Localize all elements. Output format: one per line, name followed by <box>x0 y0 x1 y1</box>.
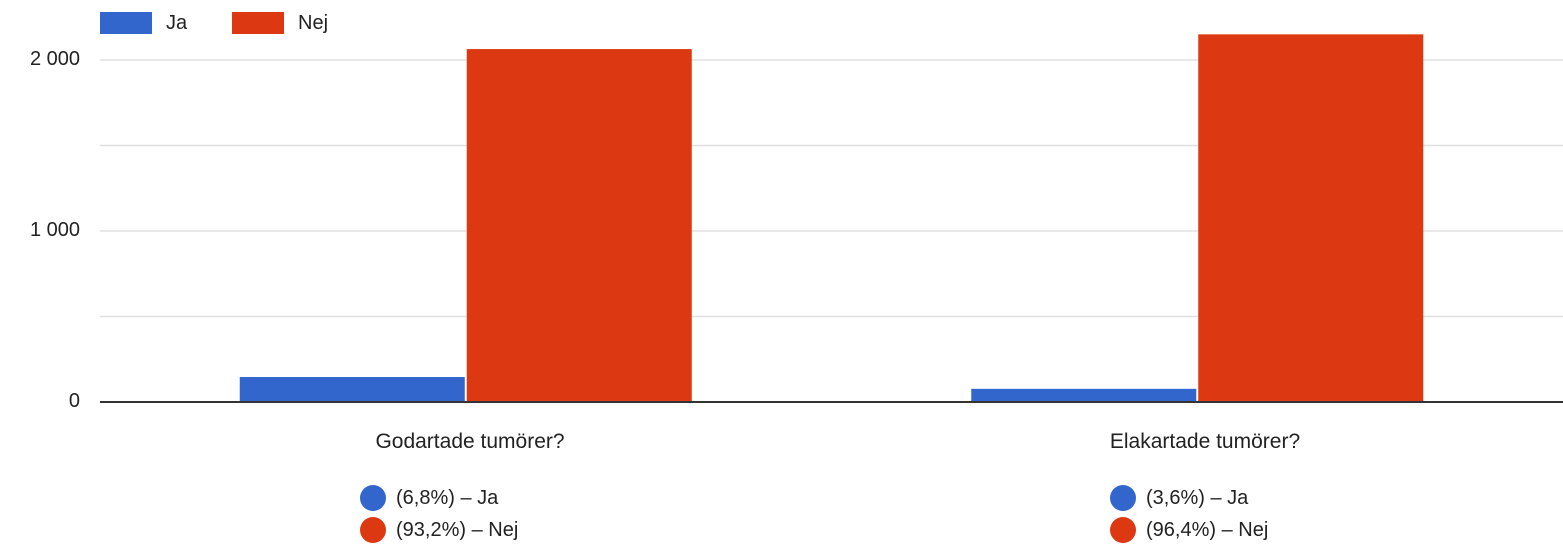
percent-list: (3,6%) – Ja (96,4%) – Nej <box>1110 482 1268 546</box>
legend-item-nej: Nej <box>232 8 328 38</box>
circle-icon <box>360 517 386 543</box>
percent-list: (6,8%) – Ja (93,2%) – Nej <box>360 482 518 546</box>
percent-item-nej: (93,2%) – Nej <box>360 514 518 546</box>
percent-text: (93,2%) – Nej <box>396 518 519 541</box>
y-tick-label: 1 000 <box>29 219 80 241</box>
y-tick-label: 0 <box>68 390 80 412</box>
percent-text: (3,6%) – Ja <box>1146 486 1249 509</box>
circle-icon <box>360 485 386 511</box>
bar-ja <box>971 388 1197 402</box>
legend-label-ja: Ja <box>166 11 188 34</box>
legend-item-ja: Ja <box>100 8 187 38</box>
legend-label-nej: Nej <box>298 11 329 34</box>
circle-icon <box>1110 517 1136 543</box>
percent-item-ja: (6,8%) – Ja <box>360 482 518 514</box>
bar-ja <box>239 377 465 402</box>
category-label: Godartade tumörer? <box>375 430 565 453</box>
y-tick-label: 2 000 <box>29 48 80 70</box>
legend-swatch-nej <box>232 12 284 34</box>
legend-swatch-ja <box>100 12 152 34</box>
percent-text: (96,4%) – Nej <box>1146 518 1269 541</box>
bar-nej <box>466 49 692 402</box>
percent-item-nej: (96,4%) – Nej <box>1110 514 1268 546</box>
percent-item-ja: (3,6%) – Ja <box>1110 482 1268 514</box>
circle-icon <box>1110 485 1136 511</box>
category-label: Elakartade tumörer? <box>1109 430 1301 453</box>
bar-nej <box>1198 34 1424 402</box>
percent-text: (6,8%) – Ja <box>396 486 499 509</box>
